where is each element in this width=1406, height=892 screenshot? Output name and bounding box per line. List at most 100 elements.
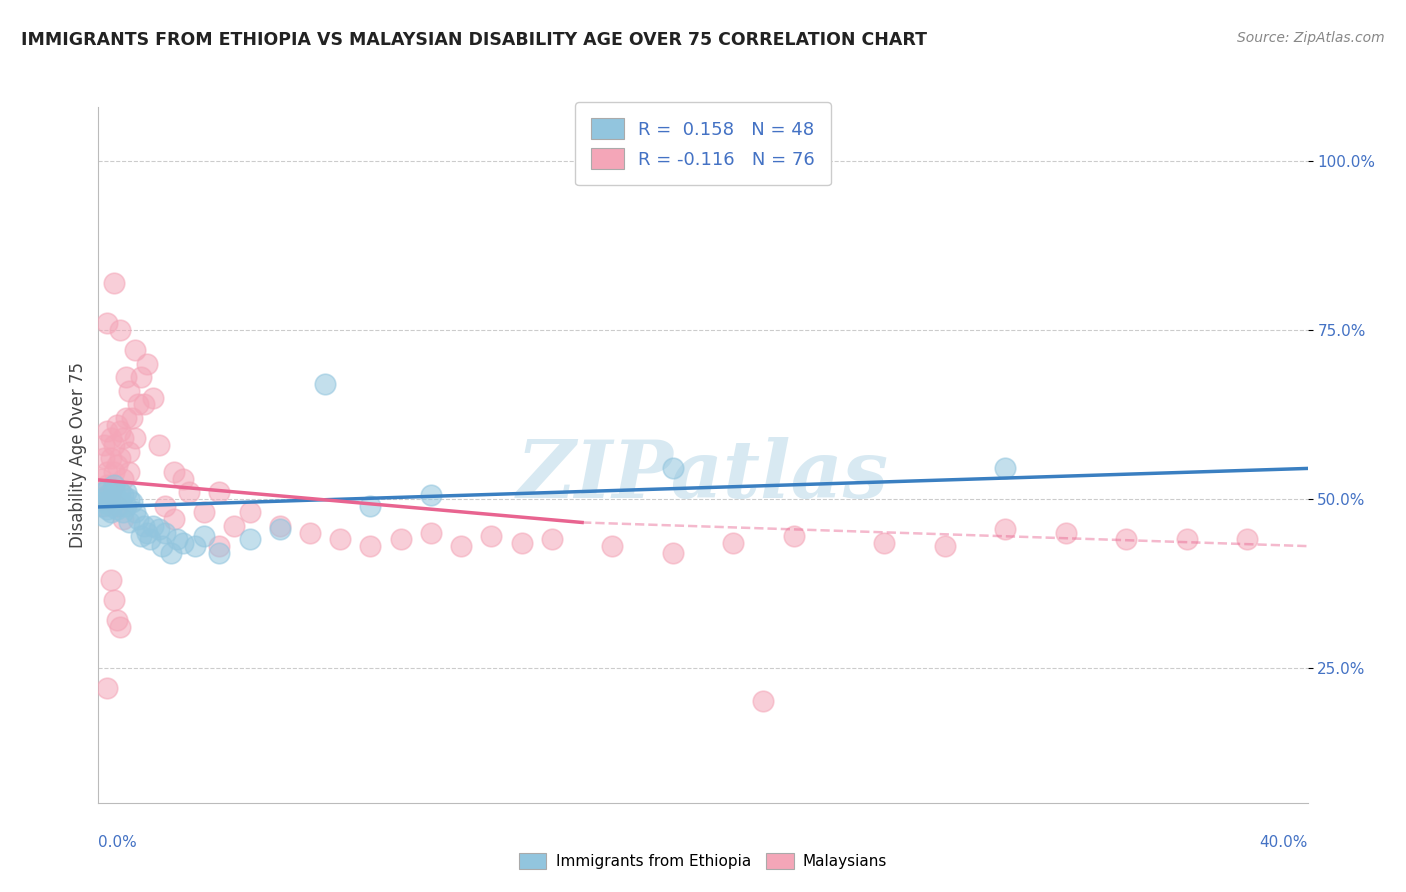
Point bbox=[93, 438, 115, 452]
Point bbox=[1115, 533, 1137, 547]
Point bbox=[96, 316, 118, 330]
Point bbox=[127, 397, 149, 411]
Point bbox=[111, 431, 134, 445]
Point bbox=[1236, 533, 1258, 547]
Point bbox=[100, 505, 122, 519]
Y-axis label: Disability Age Over 75: Disability Age Over 75 bbox=[69, 362, 87, 548]
Point bbox=[100, 485, 122, 500]
Point bbox=[96, 465, 118, 479]
Point bbox=[93, 499, 115, 513]
Point bbox=[108, 620, 131, 634]
Point bbox=[208, 546, 231, 560]
Point bbox=[299, 525, 322, 540]
Point bbox=[360, 539, 382, 553]
Point bbox=[105, 499, 128, 513]
Point bbox=[172, 535, 194, 549]
Point bbox=[118, 491, 141, 506]
Point bbox=[124, 343, 146, 358]
Point bbox=[329, 533, 352, 547]
Point bbox=[111, 512, 134, 526]
Point bbox=[103, 478, 125, 492]
Point bbox=[129, 370, 152, 384]
Point bbox=[450, 539, 472, 553]
Point bbox=[111, 488, 134, 502]
Point bbox=[105, 458, 128, 472]
Point bbox=[239, 505, 262, 519]
Point bbox=[360, 499, 382, 513]
Point bbox=[752, 694, 775, 708]
Point bbox=[420, 525, 443, 540]
Point bbox=[661, 546, 683, 560]
Point bbox=[602, 539, 624, 553]
Point bbox=[93, 451, 115, 466]
Point bbox=[208, 485, 231, 500]
Point bbox=[121, 495, 143, 509]
Point bbox=[150, 539, 173, 553]
Point bbox=[994, 461, 1017, 475]
Point bbox=[118, 384, 141, 398]
Point bbox=[239, 533, 262, 547]
Point bbox=[96, 482, 118, 496]
Point bbox=[723, 535, 745, 549]
Point bbox=[172, 472, 194, 486]
Point bbox=[108, 499, 131, 513]
Point bbox=[90, 499, 112, 513]
Point bbox=[142, 391, 165, 405]
Point bbox=[103, 438, 125, 452]
Point bbox=[100, 491, 122, 506]
Point bbox=[93, 495, 115, 509]
Point bbox=[90, 472, 112, 486]
Legend: Immigrants from Ethiopia, Malaysians: Immigrants from Ethiopia, Malaysians bbox=[513, 847, 893, 875]
Point bbox=[873, 535, 896, 549]
Point bbox=[90, 491, 112, 506]
Point bbox=[179, 485, 201, 500]
Point bbox=[269, 519, 291, 533]
Point bbox=[153, 499, 176, 513]
Point bbox=[1054, 525, 1077, 540]
Point bbox=[90, 491, 112, 506]
Point bbox=[103, 495, 125, 509]
Point bbox=[96, 502, 118, 516]
Point bbox=[100, 573, 122, 587]
Point bbox=[111, 472, 134, 486]
Text: ZIPatlas: ZIPatlas bbox=[517, 437, 889, 515]
Point bbox=[105, 614, 128, 628]
Point bbox=[105, 502, 128, 516]
Legend: R =  0.158   N = 48, R = -0.116   N = 76: R = 0.158 N = 48, R = -0.116 N = 76 bbox=[575, 103, 831, 186]
Point bbox=[269, 522, 291, 536]
Text: 40.0%: 40.0% bbox=[1260, 836, 1308, 850]
Point bbox=[111, 505, 134, 519]
Point bbox=[132, 519, 155, 533]
Point bbox=[103, 276, 125, 290]
Point bbox=[118, 516, 141, 530]
Point bbox=[103, 485, 125, 500]
Text: IMMIGRANTS FROM ETHIOPIA VS MALAYSIAN DISABILITY AGE OVER 75 CORRELATION CHART: IMMIGRANTS FROM ETHIOPIA VS MALAYSIAN DI… bbox=[21, 31, 927, 49]
Point bbox=[96, 681, 118, 695]
Point bbox=[96, 478, 118, 492]
Point bbox=[510, 535, 533, 549]
Point bbox=[93, 508, 115, 523]
Point bbox=[114, 410, 136, 425]
Point bbox=[193, 505, 215, 519]
Point bbox=[160, 546, 183, 560]
Point bbox=[118, 465, 141, 479]
Point bbox=[135, 525, 157, 540]
Point bbox=[127, 512, 149, 526]
Point bbox=[129, 529, 152, 543]
Point bbox=[108, 451, 131, 466]
Point bbox=[100, 451, 122, 466]
Point bbox=[121, 410, 143, 425]
Point bbox=[105, 491, 128, 506]
Point bbox=[108, 485, 131, 500]
Point bbox=[114, 370, 136, 384]
Point bbox=[208, 539, 231, 553]
Text: Source: ZipAtlas.com: Source: ZipAtlas.com bbox=[1237, 31, 1385, 45]
Point bbox=[1175, 533, 1198, 547]
Point bbox=[108, 424, 131, 438]
Point bbox=[93, 485, 115, 500]
Point bbox=[96, 488, 118, 502]
Point bbox=[135, 357, 157, 371]
Point bbox=[934, 539, 956, 553]
Point bbox=[224, 519, 246, 533]
Point bbox=[105, 417, 128, 432]
